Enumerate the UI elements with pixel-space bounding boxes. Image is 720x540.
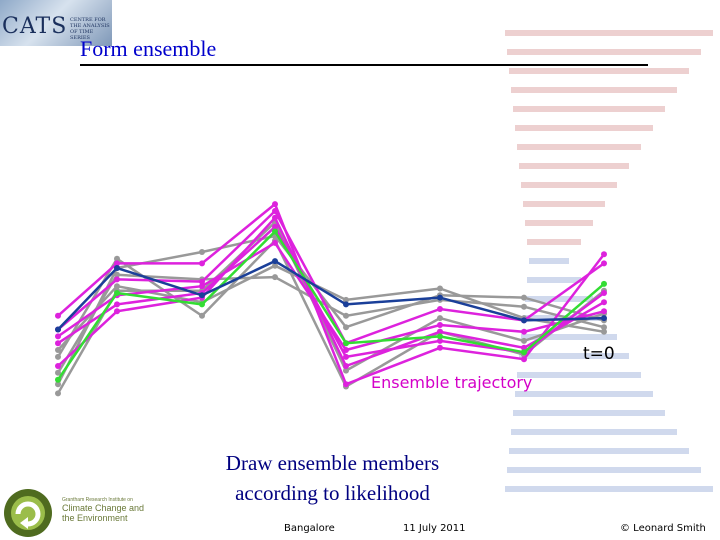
data-point xyxy=(437,306,443,312)
data-point xyxy=(199,301,205,308)
data-point xyxy=(343,353,349,360)
data-point xyxy=(272,239,278,246)
data-point xyxy=(521,294,527,301)
page-title: Form ensemble xyxy=(80,36,217,61)
series-line-12 xyxy=(57,259,605,331)
data-point xyxy=(55,369,61,376)
data-point xyxy=(199,249,205,255)
series-line-2 xyxy=(56,234,605,385)
data-point xyxy=(114,276,120,283)
data-point xyxy=(601,308,607,315)
data-point xyxy=(437,294,443,301)
data-point xyxy=(437,328,443,335)
data-point xyxy=(55,363,61,369)
data-point xyxy=(272,274,278,281)
footer-date: 11 July 2011 xyxy=(403,523,466,534)
grantham-logo-line-2: the Environment xyxy=(62,513,128,523)
data-point xyxy=(55,381,61,388)
data-point xyxy=(437,315,443,322)
data-point xyxy=(114,260,120,267)
data-point xyxy=(343,324,349,331)
data-point xyxy=(272,223,278,230)
data-point xyxy=(601,290,607,296)
cats-logo-subtext: CENTRE FOR THE ANALYSIS OF TIME SERIES xyxy=(70,17,110,41)
grantham-logo-line-1: Climate Change and xyxy=(62,503,145,513)
data-point xyxy=(272,201,278,208)
data-point xyxy=(521,328,527,335)
data-point xyxy=(601,315,607,322)
data-point xyxy=(114,290,120,296)
data-point xyxy=(343,367,349,374)
data-point xyxy=(343,296,349,303)
data-point xyxy=(521,356,527,363)
data-point xyxy=(55,353,61,360)
t0-label: t=0 xyxy=(583,344,615,364)
grantham-logo-icon xyxy=(4,489,52,537)
data-point xyxy=(521,337,527,344)
data-point xyxy=(601,260,607,267)
data-point xyxy=(199,260,205,267)
data-point xyxy=(343,363,349,369)
data-point xyxy=(114,265,120,271)
grantham-logo-small: Grantham Research Institute on xyxy=(62,497,133,503)
cats-logo-text: CATS xyxy=(2,14,68,39)
data-point xyxy=(272,258,278,265)
caption-line-2: according to likelihood xyxy=(235,481,430,505)
data-point xyxy=(114,301,120,308)
data-point xyxy=(55,347,61,353)
caption-line-1: Draw ensemble members xyxy=(225,451,440,475)
series-line-11 xyxy=(56,229,605,381)
data-point xyxy=(343,301,349,308)
data-point xyxy=(55,376,61,383)
data-point xyxy=(199,283,205,290)
data-point xyxy=(199,312,205,319)
data-point xyxy=(437,337,443,344)
data-point xyxy=(343,381,349,388)
title-divider xyxy=(80,64,648,66)
series-line-8 xyxy=(57,208,605,345)
data-point xyxy=(437,333,443,340)
data-point xyxy=(114,255,120,262)
data-point xyxy=(114,308,120,315)
ensemble-trajectory-label: Ensemble trajectory xyxy=(371,373,533,392)
data-point xyxy=(114,271,120,278)
data-point xyxy=(199,278,205,285)
footer-location: Bangalore xyxy=(284,523,335,534)
data-point xyxy=(55,312,61,319)
data-point xyxy=(199,292,205,299)
data-point xyxy=(55,326,61,333)
data-point xyxy=(272,208,278,214)
caption: Draw ensemble members according to likel… xyxy=(200,448,465,508)
data-point xyxy=(55,340,61,347)
data-point xyxy=(343,340,349,347)
data-point xyxy=(521,349,527,356)
data-point xyxy=(437,322,443,328)
data-point xyxy=(437,344,443,351)
data-point xyxy=(272,262,278,269)
data-point xyxy=(521,317,527,324)
data-point xyxy=(437,285,443,292)
data-point xyxy=(272,228,278,235)
data-point xyxy=(601,324,607,331)
grantham-logo-text: Grantham Research Institute on Climate C… xyxy=(62,497,177,523)
data-point xyxy=(601,299,607,306)
data-point xyxy=(343,347,349,353)
data-point xyxy=(55,333,61,340)
data-point xyxy=(55,390,61,397)
footer-copyright: © Leonard Smith xyxy=(620,523,706,534)
data-point xyxy=(601,251,607,258)
cats-logo: CATS CENTRE FOR THE ANALYSIS OF TIME SER… xyxy=(0,0,112,46)
data-point xyxy=(601,280,607,287)
data-point xyxy=(343,312,349,319)
data-point xyxy=(601,328,607,335)
data-point xyxy=(521,344,527,351)
data-point xyxy=(114,283,120,290)
data-point xyxy=(521,303,527,310)
